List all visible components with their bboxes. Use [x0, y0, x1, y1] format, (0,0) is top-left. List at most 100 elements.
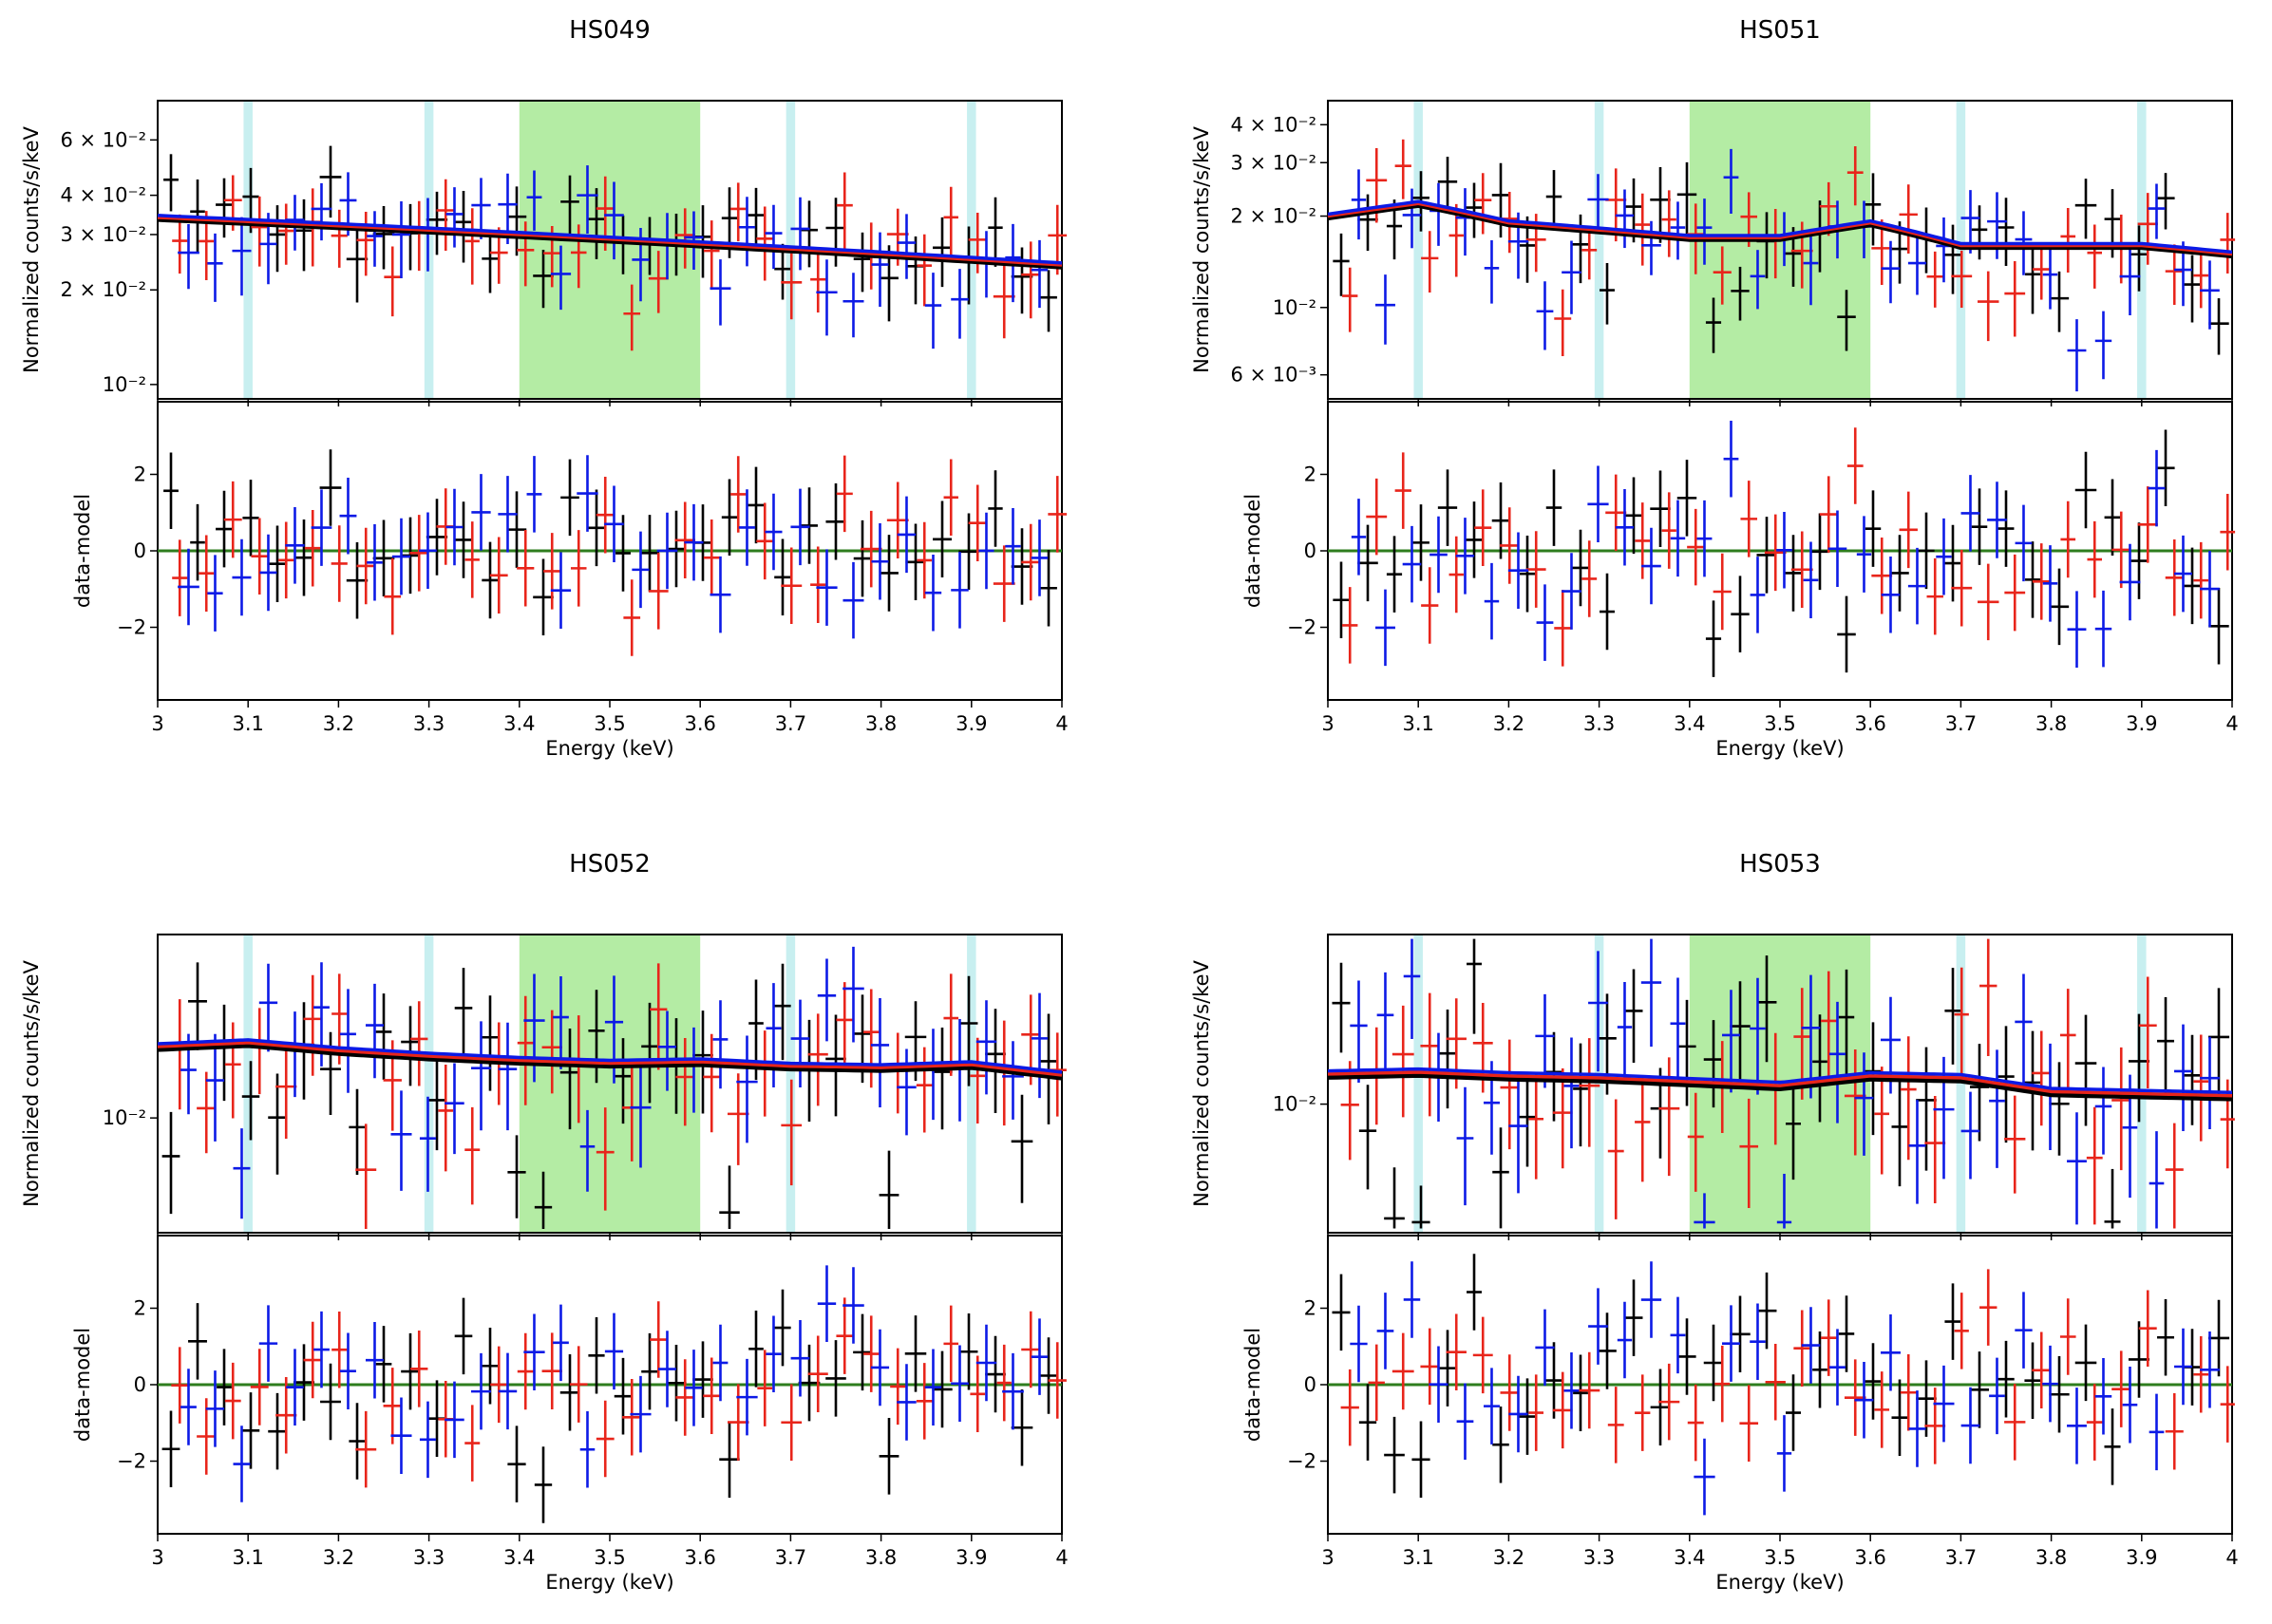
panel-hs053: HS053 3 3.1 3.2 3.3 3.4 3.5 3.6 3.7 3.8 3.9 4 Energy… [1190, 850, 2239, 1594]
x-tick-label: 3 [1321, 1546, 1334, 1569]
shaded-band [1594, 935, 1604, 1233]
x-tick-label: 3.7 [1945, 1546, 1977, 1569]
y-tick-label: 2 × 10⁻² [1230, 205, 1316, 228]
y-tick-label: −2 [1287, 1450, 1316, 1473]
x-tick-label: 4 [1055, 712, 1068, 735]
model-curve-blue [1327, 199, 2233, 255]
y-tick-label: 10⁻² [1273, 1093, 1316, 1116]
x-tick-label: 3.1 [1402, 712, 1433, 735]
x-tick-label: 4 [2225, 712, 2238, 735]
panel-title: HS051 [1739, 16, 1821, 45]
shaded-band [1413, 935, 1423, 1233]
x-tick-label: 3.7 [775, 712, 806, 735]
y-tick-label: −2 [117, 616, 146, 639]
y-tick-label: 2 [134, 463, 146, 485]
y-axis-label-top: Normalized counts/s/keV [1190, 959, 1213, 1206]
y-tick-label: 10⁻² [103, 1106, 146, 1129]
model-curve-blue [157, 214, 1063, 265]
model-curve-red [157, 1041, 1063, 1077]
y-axis-label-top: Normalized counts/s/keV [20, 959, 43, 1206]
panel-title: HS053 [1739, 850, 1821, 878]
panel-title: HS049 [569, 16, 651, 45]
x-tick-label: 3.6 [684, 712, 715, 735]
x-axis-label: Energy (keV) [545, 1571, 673, 1594]
y-axis-label-bottom: data-model [1241, 494, 1264, 608]
shaded-band [2137, 935, 2147, 1233]
y-tick-label: 2 [1304, 1296, 1316, 1319]
y-tick-label: 0 [134, 1373, 146, 1396]
series-blue [180, 946, 1049, 1502]
series-red [1340, 938, 2235, 1470]
model-curve-red [157, 216, 1063, 267]
x-axis-label: Energy (keV) [1715, 737, 1844, 760]
y-tick-label: 3 × 10⁻² [60, 223, 146, 246]
x-tick-label: 3.2 [323, 1546, 354, 1569]
x-tick-label: 3.6 [684, 1546, 715, 1569]
x-tick-label: 3.4 [1674, 712, 1705, 735]
x-tick-label: 3.6 [1854, 1546, 1885, 1569]
panel-hs049: HS049 3 3.1 3.2 3.3 3.4 3.5 3.6 3.7 3.8 3.9 4 Energy… [20, 16, 1069, 760]
model-curve-black [157, 217, 1063, 270]
y-axis-label-top: Normalized counts/s/keV [1190, 125, 1213, 372]
x-tick-label: 3.1 [1402, 1546, 1433, 1569]
x-tick-label: 3.9 [956, 1546, 987, 1569]
y-tick-label: 0 [134, 539, 146, 562]
x-tick-label: 3.1 [232, 712, 263, 735]
x-tick-label: 3.8 [2035, 712, 2067, 735]
x-tick-label: 3.4 [503, 712, 535, 735]
y-tick-label: −2 [117, 1450, 146, 1473]
x-tick-label: 3.9 [2126, 712, 2157, 735]
model-curve-blue [1327, 1067, 2233, 1095]
x-tick-label: 3.8 [2035, 1546, 2067, 1569]
model-curve-black [157, 1043, 1063, 1081]
shaded-band [1594, 101, 1604, 399]
x-tick-label: 3.2 [1493, 1546, 1524, 1569]
series-black [163, 145, 1057, 636]
series-blue [178, 165, 1049, 639]
model-curve-black [1327, 1072, 2233, 1102]
x-tick-label: 3.9 [956, 712, 987, 735]
x-tick-label: 4 [1055, 1546, 1068, 1569]
x-tick-label: 3 [1321, 712, 1334, 735]
y-tick-label: 2 [134, 1296, 146, 1319]
x-tick-label: 3.4 [503, 1546, 535, 1569]
x-tick-label: 3.5 [1764, 1546, 1795, 1569]
x-tick-label: 3.4 [1674, 1546, 1705, 1569]
x-axis-label: Energy (keV) [545, 737, 673, 760]
shaded-band [967, 935, 976, 1233]
y-tick-label: 4 × 10⁻² [60, 184, 146, 207]
shaded-band [424, 935, 434, 1233]
y-axis-label-bottom: data-model [1241, 1328, 1264, 1442]
x-tick-label: 3.3 [413, 712, 445, 735]
shaded-band [243, 935, 253, 1233]
shaded-band [967, 101, 976, 399]
series-black [161, 962, 1058, 1523]
y-tick-label: 4 × 10⁻² [1230, 113, 1316, 136]
panel-hs051: HS051 3 3.1 3.2 3.3 3.4 3.5 3.6 3.7 3.8 3.9 4 Energy… [1190, 16, 2239, 760]
series-black [1332, 938, 2230, 1499]
x-tick-label: 3.9 [2126, 1546, 2157, 1569]
shaded-band [1956, 935, 1966, 1233]
y-tick-label: 6 × 10⁻³ [1230, 364, 1316, 387]
x-tick-label: 3.8 [865, 1546, 897, 1569]
y-tick-label: 0 [1304, 1373, 1316, 1396]
x-tick-label: 3 [151, 712, 163, 735]
x-tick-label: 3.5 [594, 712, 625, 735]
x-tick-label: 3.1 [232, 1546, 263, 1569]
y-tick-label: 0 [1304, 539, 1316, 562]
y-tick-label: 3 × 10⁻² [1230, 151, 1316, 174]
x-tick-label: 3.7 [1945, 712, 1977, 735]
x-tick-label: 3 [151, 1546, 163, 1569]
y-tick-label: 6 × 10⁻² [60, 128, 146, 151]
model-curve-red [1327, 1070, 2233, 1098]
shaded-band [519, 935, 701, 1233]
series-black [1333, 157, 2229, 677]
y-tick-label: −2 [1287, 616, 1316, 639]
x-tick-label: 3.5 [1764, 712, 1795, 735]
shaded-band [1689, 101, 1871, 399]
shaded-band [519, 101, 701, 399]
series-red [1342, 139, 2236, 667]
series-blue [1351, 148, 2220, 668]
model-curve-red [1327, 201, 2233, 256]
y-axis-label-top: Normalized counts/s/keV [20, 125, 43, 372]
